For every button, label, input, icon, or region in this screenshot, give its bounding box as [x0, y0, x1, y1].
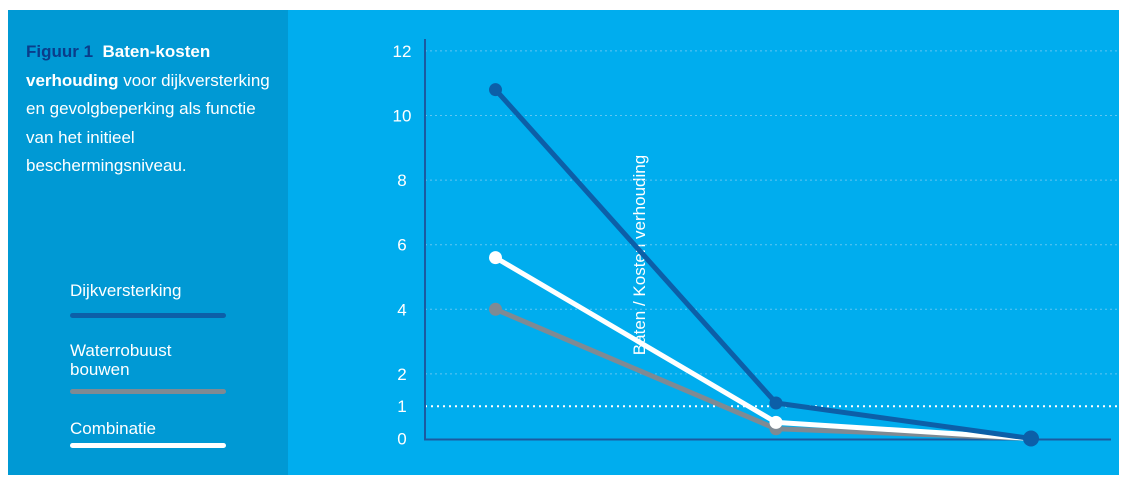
series-line-dijkversterking — [493, 87, 1034, 441]
legend-label-waterrobuust: Waterrobuust bouwen — [70, 341, 172, 379]
figure-title: Baten-kosten verhouding — [26, 42, 211, 90]
y-tick-label: 12 — [393, 42, 412, 61]
figure-caption: Figuur 1 Baten-kosten verhouding voor di… — [26, 38, 271, 181]
y-tick-label: 2 — [397, 365, 406, 384]
y-tick-label: 1 — [397, 397, 406, 416]
legend-swatch-waterrobuust — [70, 389, 226, 394]
series-dijkversterking — [489, 83, 1039, 447]
y-tick-label: 0 — [397, 430, 406, 449]
data-point-dijkversterking — [769, 396, 783, 410]
data-point-dijkversterking — [1023, 430, 1039, 447]
series-line-combinatie — [493, 255, 1034, 441]
legend-label-dijkversterking: Dijkversterking — [70, 281, 182, 300]
data-point-waterrobuust — [489, 302, 502, 316]
figure-number: Figuur 1 — [26, 42, 94, 61]
legend-swatch-dijkversterking — [70, 313, 226, 318]
legend-swatch-combinatie — [70, 443, 226, 448]
legend-label-combinatie: Combinatie — [70, 419, 156, 438]
y-tick-label: 10 — [393, 107, 412, 126]
y-tick-label: 8 — [397, 171, 406, 190]
gridlines — [425, 50, 1119, 408]
series-group — [489, 83, 1039, 447]
y-axis-label: Baten / Kosten verhouding — [630, 155, 649, 355]
data-point-dijkversterking — [489, 83, 502, 97]
figure-description: voor dijkversterking en gevolgbeperking … — [26, 70, 270, 176]
caption-panel — [8, 10, 288, 475]
series-combinatie — [489, 251, 1034, 441]
data-point-combinatie — [769, 415, 783, 429]
data-point-combinatie — [489, 251, 502, 265]
series-waterrobuust — [489, 302, 1034, 441]
y-tick-label: 6 — [397, 236, 406, 255]
y-tick-label: 4 — [397, 300, 406, 319]
